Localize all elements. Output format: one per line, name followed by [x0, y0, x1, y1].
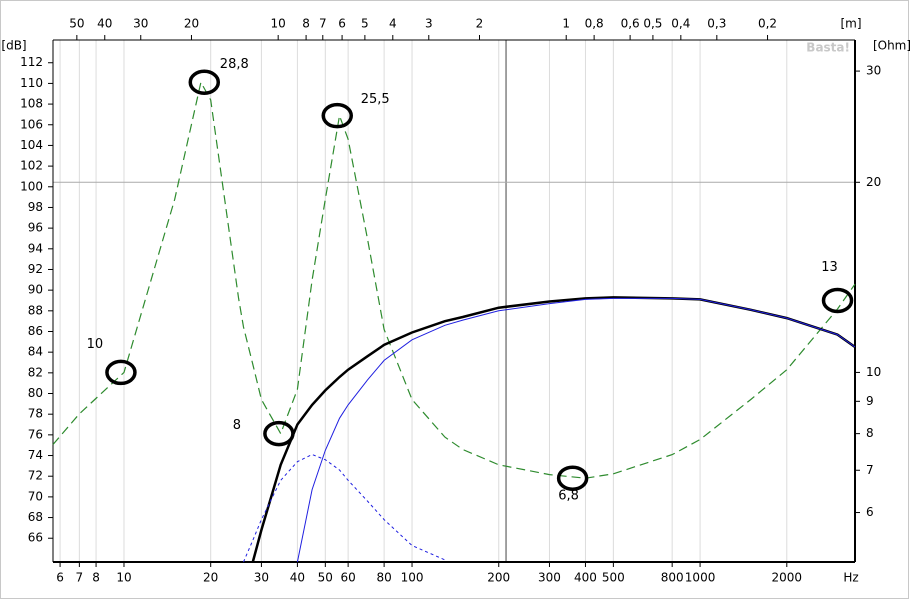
- x2-tick-label: 0,4: [671, 17, 690, 31]
- x-tick-label: 50: [318, 571, 333, 585]
- x-axis-unit: Hz: [843, 571, 858, 585]
- annotation-circle: [556, 465, 589, 491]
- annotation-circle: [821, 287, 854, 314]
- x-tick-label: 30: [254, 571, 269, 585]
- y-tick-label: 102: [20, 159, 43, 173]
- annotation-circle: [188, 69, 221, 96]
- y-tick-label: 104: [20, 138, 43, 152]
- y-tick-label: 96: [28, 221, 43, 235]
- y-tick-label: 92: [28, 262, 43, 276]
- y-tick-label: 100: [20, 179, 43, 193]
- y-tick-label: 72: [28, 469, 43, 483]
- y-tick-label: 98: [28, 200, 43, 214]
- x-tick-label: 10: [116, 571, 131, 585]
- y2-tick-label: 10: [866, 365, 881, 379]
- x2-tick-label: 20: [184, 17, 199, 31]
- x2-tick-label: 40: [97, 17, 112, 31]
- x2-tick-label: 7: [319, 17, 327, 31]
- x-tick-label: 60: [340, 571, 355, 585]
- x-tick-label: 8: [92, 571, 100, 585]
- annotation-label: 25,5: [361, 92, 390, 107]
- x2-tick-label: 6: [338, 17, 346, 31]
- x-tick-label: 6: [56, 571, 64, 585]
- annotation-label: 8: [233, 418, 241, 433]
- y-tick-label: 82: [28, 365, 43, 379]
- x2-tick-label: 4: [389, 17, 397, 31]
- series-line: [243, 453, 446, 563]
- y-tick-label: 68: [28, 510, 43, 524]
- annotation-circle: [263, 420, 295, 447]
- x-tick-label: 7: [76, 571, 84, 585]
- y2-axis-label: [Ohm]: [873, 39, 910, 53]
- y-tick-label: 78: [28, 407, 43, 421]
- y-tick-label: 112: [20, 55, 43, 69]
- x-tick-label: 20: [203, 571, 218, 585]
- annotation-label: 10: [87, 337, 104, 352]
- y2-tick-label: 8: [866, 426, 874, 440]
- annotation-circle: [321, 102, 353, 129]
- x-tick-label: 1000: [685, 571, 716, 585]
- annotation-label: 28,8: [220, 57, 249, 72]
- x2-axis-label: [m]: [840, 17, 861, 31]
- x-tick-label: 2000: [772, 571, 803, 585]
- x2-tick-label: 0,5: [643, 17, 662, 31]
- x2-tick-label: 8: [302, 17, 310, 31]
- y-axis-label: [dB]: [1, 39, 26, 53]
- y-tick-label: 90: [28, 283, 43, 297]
- series-line: [296, 297, 856, 563]
- x2-tick-label: 2: [476, 17, 484, 31]
- x2-tick-label: 0,2: [758, 17, 777, 31]
- y-tick-label: 106: [20, 117, 43, 131]
- x2-tick-label: 30: [133, 17, 148, 31]
- annotation-label: 13: [821, 260, 838, 275]
- x-tick-label: 100: [401, 571, 424, 585]
- x2-tick-label: 0,3: [707, 17, 726, 31]
- annotation-label: 6,8: [558, 489, 579, 504]
- y-tick-label: 66: [28, 531, 43, 545]
- x-tick-label: 200: [487, 571, 510, 585]
- annotation-circle: [105, 359, 137, 386]
- y-tick-label: 70: [28, 489, 43, 503]
- y-tick-label: 80: [28, 386, 43, 400]
- y-tick-label: 110: [20, 76, 43, 90]
- series-line: [52, 80, 856, 479]
- y-tick-label: 108: [20, 97, 43, 111]
- y2-tick-label: 7: [866, 463, 874, 477]
- y-tick-label: 86: [28, 324, 43, 338]
- x-tick-label: 800: [661, 571, 684, 585]
- y2-tick-label: 20: [866, 175, 881, 189]
- y-tick-label: 94: [28, 241, 43, 255]
- y2-tick-label: 6: [866, 505, 874, 519]
- x-tick-label: 300: [538, 571, 561, 585]
- x2-tick-label: 1: [562, 17, 570, 31]
- y2-tick-label: 9: [866, 394, 874, 408]
- x2-tick-label: 0,6: [621, 17, 640, 31]
- y-tick-label: 76: [28, 427, 43, 441]
- x2-tick-label: 10: [271, 17, 286, 31]
- y-tick-label: 84: [28, 345, 43, 359]
- x-tick-label: 400: [574, 571, 597, 585]
- x-tick-label: 80: [376, 571, 391, 585]
- x2-tick-label: 0,8: [585, 17, 604, 31]
- watermark: Basta!: [806, 41, 850, 55]
- x-tick-label: 40: [290, 571, 305, 585]
- x-tick-label: 500: [602, 571, 625, 585]
- x2-tick-label: 3: [425, 17, 433, 31]
- y2-tick-label: 30: [866, 64, 881, 78]
- x2-tick-label: 5: [361, 17, 369, 31]
- y-tick-label: 74: [28, 448, 43, 462]
- y-tick-label: 88: [28, 303, 43, 317]
- x2-tick-label: 50: [69, 17, 84, 31]
